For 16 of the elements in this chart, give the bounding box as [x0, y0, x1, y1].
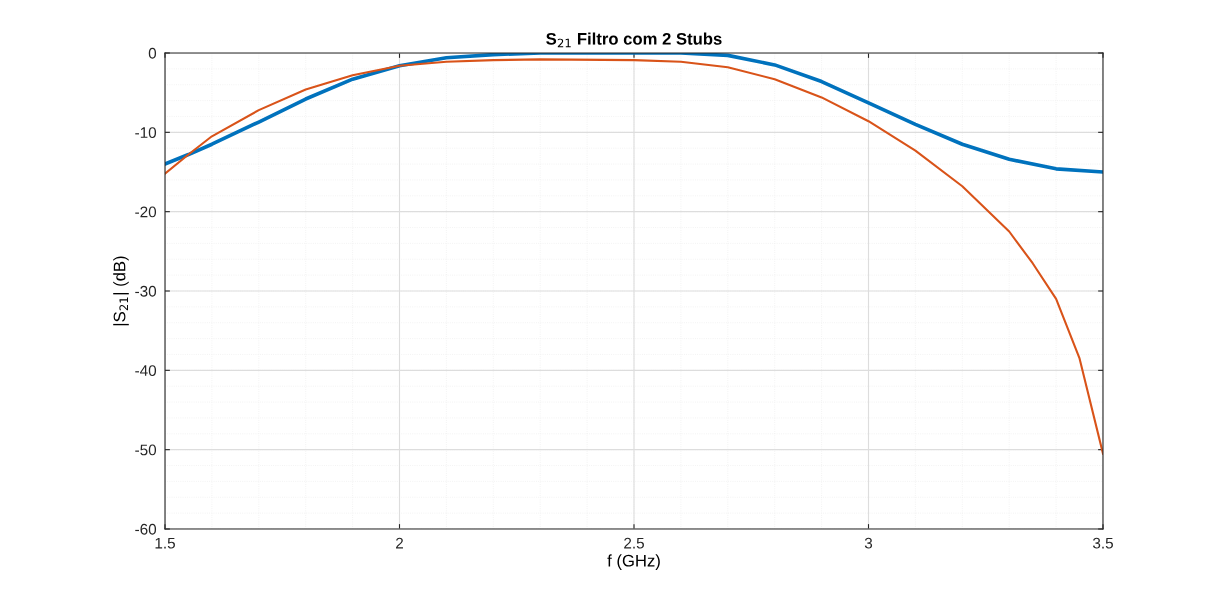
chart-title: S$_{21}$ Filtro com 2 Stubs — [546, 32, 722, 48]
y-tick-label: -40 — [135, 365, 157, 377]
x-tick-label: 3 — [864, 537, 873, 549]
y-tick-label: -30 — [135, 285, 157, 297]
y-tick-label: -10 — [135, 127, 157, 139]
x-tick-label: 1.5 — [155, 537, 175, 549]
line-series — [165, 58, 1103, 455]
y-tick-label: 0 — [148, 47, 157, 59]
y-tick-label: -60 — [135, 523, 157, 535]
x-axis-title: f (GHz) — [607, 554, 660, 570]
y-tick-label: -20 — [135, 206, 157, 218]
y-tick-label: -50 — [135, 444, 157, 456]
x-tick-label: 2 — [396, 537, 403, 549]
x-tick-label: 3.5 — [1092, 537, 1113, 549]
y-axis-title: |S$_{21}$| (dB) — [113, 256, 129, 326]
x-tick-label: 2.5 — [624, 537, 644, 549]
